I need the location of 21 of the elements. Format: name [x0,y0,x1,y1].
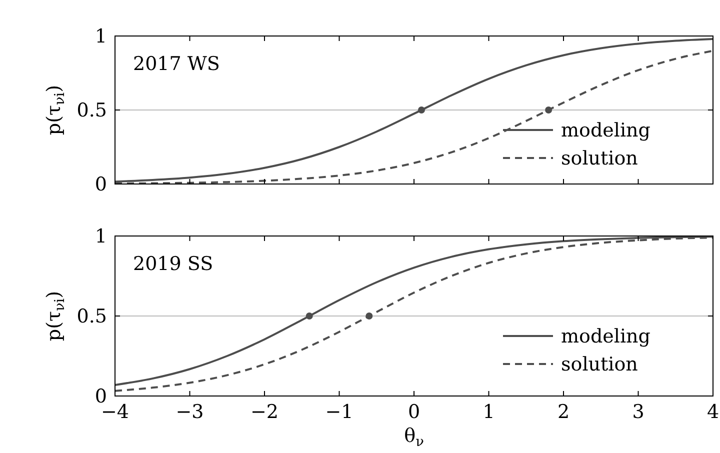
y-tick-label: 1 [94,226,107,248]
x-tick-label: −2 [250,401,279,423]
y-tick-label: 0 [94,386,107,408]
y-tick-label: 0.5 [76,100,107,122]
y-tick-label: 0.5 [76,306,107,328]
y-tick-label: 0 [94,174,107,196]
annotation: 2019 SS [133,253,214,275]
x-tick-label: 4 [706,401,720,423]
x-tick-label: 2 [557,401,570,423]
legend-label: solution [561,354,638,376]
annotation: 2017 WS [133,53,220,75]
x-axis-title: θ$_{ν}$ [404,425,424,450]
legend-label: modeling [561,326,650,348]
x-tick-label: 3 [632,401,644,423]
legend-label: modeling [561,120,650,142]
x-tick-label: 1 [482,401,495,423]
legend-label: solution [561,148,638,170]
x-tick-label: −3 [176,401,204,423]
x-tick-label: −1 [325,401,354,423]
x-tick-label: 0 [408,401,420,423]
y-tick-label: 1 [94,26,107,48]
